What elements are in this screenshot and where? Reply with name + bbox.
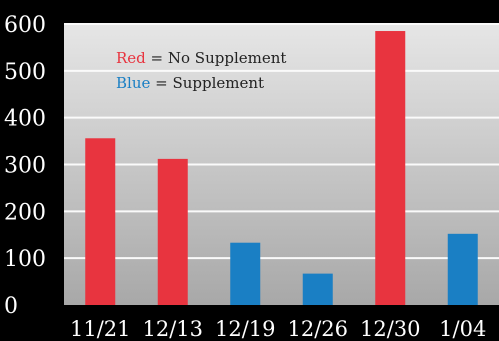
x-tick-label: 12/19 bbox=[215, 317, 276, 341]
x-tick-label: 12/26 bbox=[287, 317, 348, 341]
y-tick-label: 100 bbox=[4, 247, 46, 272]
bar bbox=[85, 138, 116, 305]
bar bbox=[230, 242, 261, 305]
bar bbox=[302, 273, 333, 305]
legend-entry: Blue = Supplement bbox=[116, 74, 264, 92]
legend-description: = No Supplement bbox=[146, 49, 287, 67]
x-tick-label: 12/30 bbox=[360, 317, 421, 341]
legend-key: Blue bbox=[116, 74, 150, 92]
x-tick-label: 11/21 bbox=[70, 317, 131, 341]
y-tick-label: 600 bbox=[4, 13, 46, 38]
y-tick-label: 400 bbox=[4, 107, 46, 132]
x-tick-label: 1/04 bbox=[439, 317, 486, 341]
legend-description: = Supplement bbox=[150, 74, 264, 92]
x-tick-label: 12/13 bbox=[142, 317, 203, 341]
y-tick-label: 200 bbox=[4, 200, 46, 225]
legend-entry: Red = No Supplement bbox=[116, 49, 286, 67]
legend-key: Red bbox=[116, 49, 146, 67]
bar bbox=[447, 233, 478, 305]
y-tick-label: 500 bbox=[4, 60, 46, 85]
bar bbox=[157, 158, 188, 305]
y-tick-label: 300 bbox=[4, 154, 46, 179]
y-tick-label: 0 bbox=[4, 294, 18, 319]
bar bbox=[375, 31, 406, 306]
